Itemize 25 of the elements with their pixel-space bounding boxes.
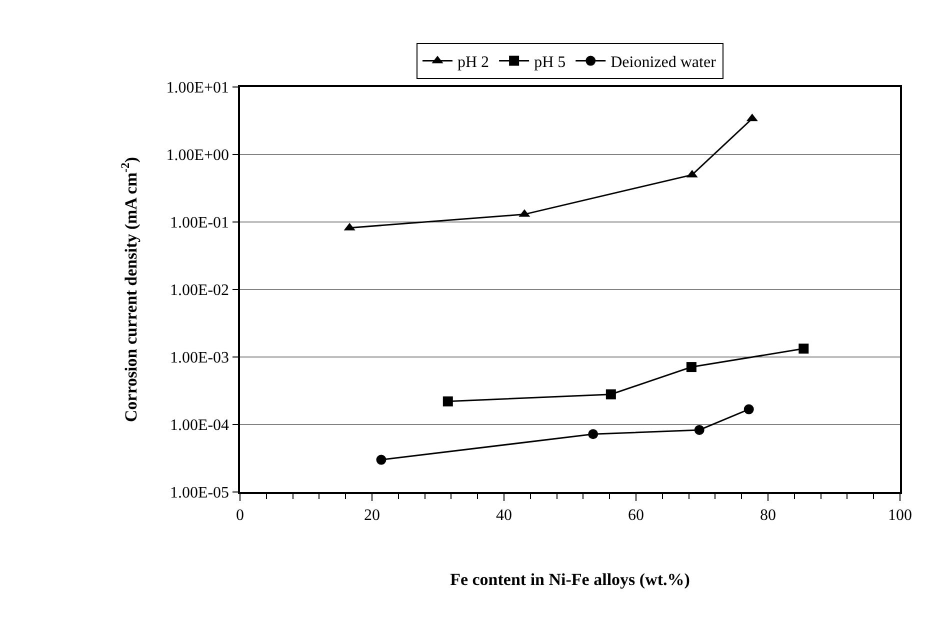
y-tick-label: 1.00E-03 [170, 350, 230, 367]
x-tick-label: 20 [364, 506, 380, 524]
point [376, 454, 386, 465]
y-tick-label: 1.00E-04 [170, 417, 230, 434]
point [798, 344, 809, 354]
x-tick-label: 40 [496, 506, 512, 524]
point [694, 424, 704, 435]
x-tick-label: 80 [760, 506, 776, 524]
point [606, 389, 616, 400]
legend-label: pH 2 [458, 54, 490, 72]
x-tick-label: 100 [888, 506, 912, 524]
x-tick-label: 60 [628, 506, 644, 524]
y-tick-label: 1.00E-01 [170, 214, 230, 232]
x-axis-title: Fe content in Ni-Fe alloys (wt.%) [450, 570, 690, 589]
y-tick-label: 1.00E+00 [166, 147, 230, 164]
y-tick-label: 1.00E-02 [170, 282, 230, 300]
y-tick-label: 1.00E+01 [166, 80, 230, 97]
x-tick-label: 0 [236, 506, 244, 524]
legend-label: pH 5 [534, 54, 566, 72]
point [442, 396, 453, 406]
legend-label: Deionized water [610, 54, 717, 72]
point [686, 362, 696, 372]
point [744, 404, 754, 414]
y-tick-label: 1.00E-05 [170, 484, 230, 502]
point [588, 429, 598, 440]
